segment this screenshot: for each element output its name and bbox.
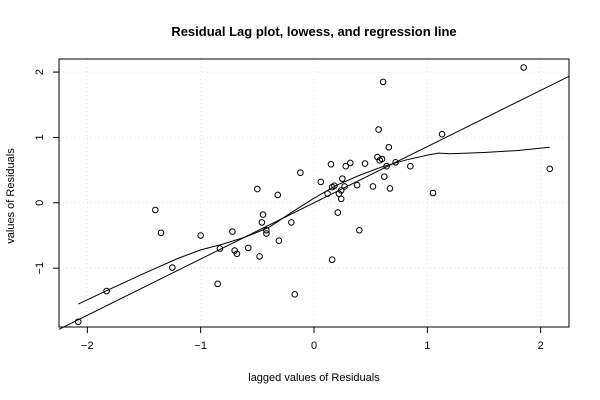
- data-point: [74, 318, 82, 326]
- data-point: [385, 143, 393, 151]
- data-point: [361, 160, 369, 167]
- data-point: [334, 209, 342, 216]
- data-point: [229, 228, 236, 235]
- data-point: [244, 244, 252, 252]
- data-point: [103, 287, 110, 295]
- data-point: [378, 155, 386, 163]
- data-point: [341, 183, 348, 190]
- plot-frame: [58, 58, 570, 328]
- data-point: [438, 130, 446, 138]
- data-point: [169, 264, 176, 271]
- data-point: [214, 280, 221, 288]
- data-point: [233, 250, 241, 258]
- y-tick-label: 2: [34, 69, 46, 75]
- data-point: [339, 175, 346, 182]
- data-point: [317, 178, 325, 186]
- x-tick-label: −1: [194, 340, 207, 352]
- data-point: [263, 230, 270, 237]
- data-point: [356, 226, 363, 234]
- data-point: [337, 195, 345, 203]
- data-point: [157, 229, 165, 237]
- x-tick-label: 0: [311, 340, 317, 352]
- data-point: [386, 185, 394, 192]
- x-tick-label: −2: [81, 340, 94, 352]
- chart-title: Residual Lag plot, lowess, and regressio…: [171, 24, 456, 39]
- y-tick-label: −1: [34, 262, 46, 275]
- data-point: [392, 158, 399, 166]
- data-point: [546, 165, 554, 173]
- data-point: [429, 189, 437, 197]
- data-point: [263, 226, 270, 234]
- data-point: [274, 191, 282, 199]
- y-tick-label: 1: [34, 134, 46, 140]
- data-point: [335, 190, 343, 197]
- regression-line: [58, 75, 570, 330]
- data-point: [216, 245, 224, 252]
- y-tick-label: 0: [34, 200, 46, 206]
- data-point: [197, 232, 204, 239]
- data-point: [324, 190, 331, 197]
- x-tick-label: 1: [424, 340, 430, 352]
- data-point: [407, 162, 414, 170]
- data-point: [342, 162, 350, 170]
- data-point: [327, 160, 335, 168]
- x-tick-label: 2: [538, 340, 544, 352]
- data-point: [331, 182, 338, 190]
- x-axis-label: lagged values of Residuals: [248, 372, 380, 384]
- data-point: [380, 173, 388, 180]
- data-point: [520, 64, 527, 71]
- data-point: [353, 181, 361, 189]
- data-point: [256, 253, 263, 260]
- data-point: [231, 247, 238, 254]
- data-point: [259, 211, 267, 218]
- data-point: [254, 185, 261, 193]
- data-point: [383, 162, 390, 170]
- data-point: [152, 206, 159, 214]
- y-axis-label: values of Residuals: [5, 148, 17, 244]
- grid-layer: [59, 59, 569, 327]
- data-point: [369, 183, 377, 190]
- data-point: [337, 187, 345, 194]
- axis-layer: −2 −1 0 1 2 −1 0 1 2: [34, 69, 544, 352]
- data-point: [258, 219, 266, 226]
- data-point: [275, 237, 283, 245]
- data-point: [288, 219, 295, 226]
- data-point: [297, 169, 304, 177]
- data-point: [328, 256, 336, 263]
- data-point: [291, 291, 299, 298]
- data-point: [379, 78, 387, 86]
- point-layer: [74, 64, 554, 326]
- data-point: [375, 126, 382, 133]
- data-point: [346, 159, 354, 167]
